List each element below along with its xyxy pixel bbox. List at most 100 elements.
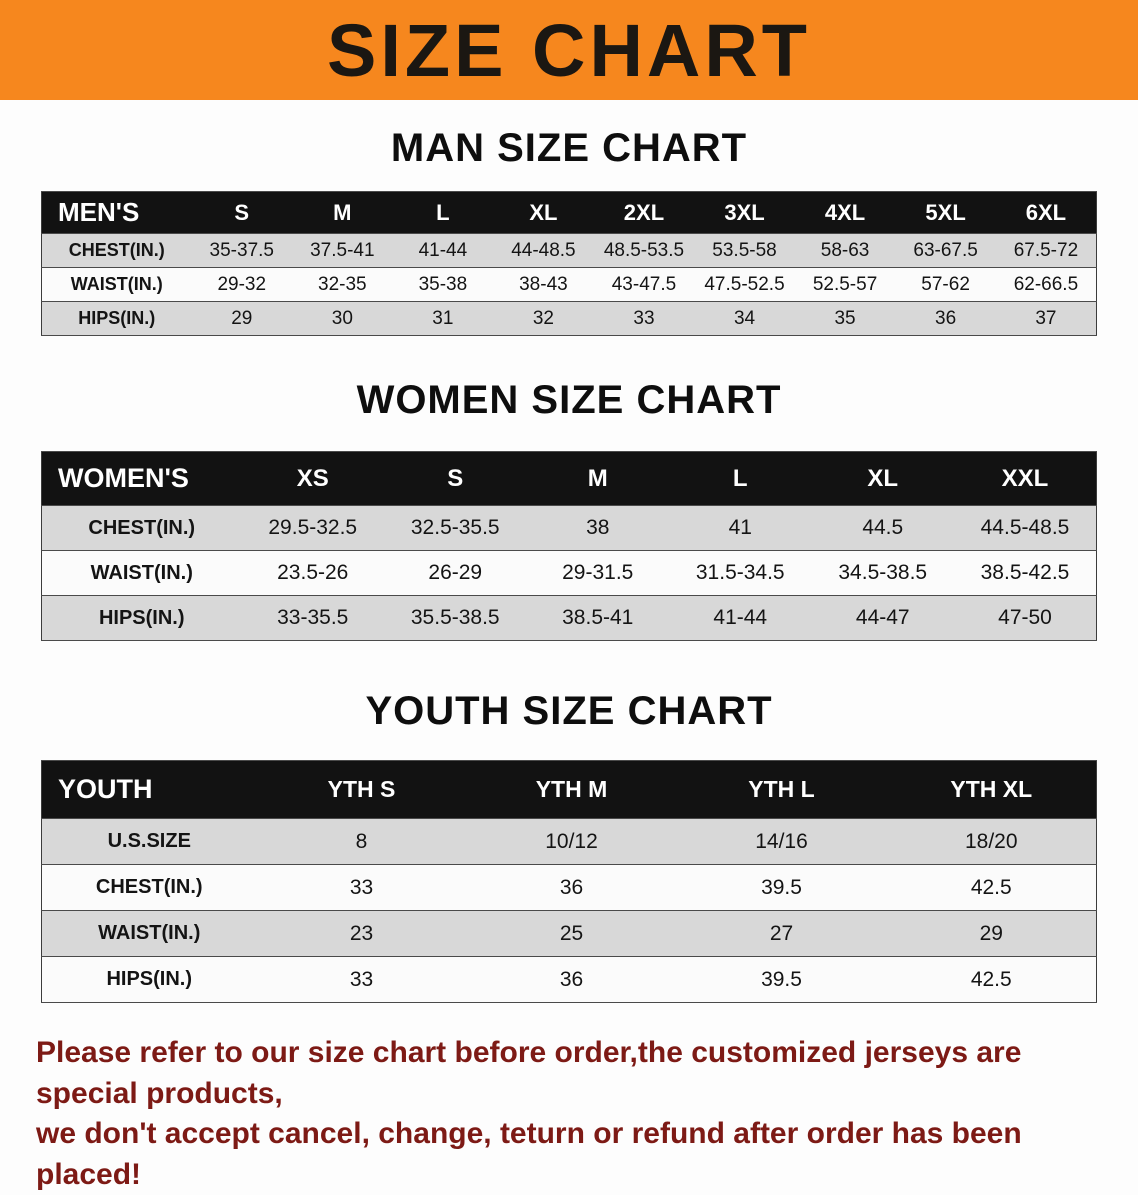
size-value-cell: 33-35.5 [241,595,384,641]
size-value-cell: 44.5-48.5 [954,505,1097,551]
size-value-cell: 44.5 [811,505,954,551]
size-value-cell: 27 [676,910,887,957]
size-value-cell: 33 [593,301,695,336]
size-value-cell: 29.5-32.5 [241,505,384,551]
youth-size-chart-section: YOUTH SIZE CHART YOUTH YTH S YTH M YTH L… [0,689,1138,1003]
notice-line-2: we don't accept cancel, change, teturn o… [36,1117,1022,1191]
column-header: YTH S [256,760,467,819]
row-label: CHEST(IN.) [41,505,242,551]
column-header: S [191,191,293,234]
row-label: U.S.SIZE [41,818,257,865]
table-row: HIPS(IN.) 33 36 39.5 42.5 [41,956,1097,1003]
notice-line-1: Please refer to our size chart before or… [36,1036,1022,1110]
size-value-cell: 8 [256,818,467,865]
women-section-title: WOMEN SIZE CHART [356,378,782,422]
size-value-cell: 58-63 [794,233,896,268]
size-value-cell: 33 [256,956,467,1003]
women-table-label: WOMEN'S [41,451,242,506]
size-value-cell: 62-66.5 [995,267,1097,302]
size-value-cell: 38 [526,505,669,551]
size-value-cell: 32 [493,301,594,336]
row-label: HIPS(IN.) [41,956,257,1003]
size-value-cell: 26-29 [384,550,527,596]
size-value-cell: 10/12 [466,818,677,865]
men-table-label: MEN'S [41,191,192,234]
women-header-row: WOMEN'S XS S M L XL XXL [41,451,1097,506]
size-value-cell: 29-31.5 [526,550,669,596]
size-value-cell: 43-47.5 [593,267,695,302]
size-value-cell: 44-48.5 [493,233,594,268]
size-value-cell: 37 [995,301,1097,336]
table-row: CHEST(IN.) 29.5-32.5 32.5-35.5 38 41 44.… [41,505,1097,551]
size-value-cell: 23 [256,910,467,957]
column-header: L [392,191,494,234]
women-size-chart-section: WOMEN SIZE CHART WOMEN'S XS S M L XL XXL… [0,378,1138,641]
row-label: WAIST(IN.) [41,267,192,302]
row-label: CHEST(IN.) [41,864,257,911]
size-value-cell: 53.5-58 [694,233,795,268]
size-value-cell: 29-32 [191,267,293,302]
size-value-cell: 14/16 [676,818,887,865]
row-label: HIPS(IN.) [41,301,192,336]
size-value-cell: 31 [392,301,494,336]
size-value-cell: 41 [669,505,812,551]
size-value-cell: 32-35 [292,267,393,302]
size-value-cell: 47-50 [954,595,1097,641]
size-value-cell: 31.5-34.5 [669,550,812,596]
column-header: 6XL [995,191,1097,234]
size-value-cell: 41-44 [392,233,494,268]
column-header: S [384,451,527,506]
table-row: CHEST(IN.) 33 36 39.5 42.5 [41,864,1097,911]
size-value-cell: 38.5-41 [526,595,669,641]
page-title: SIZE CHART [327,8,811,92]
size-value-cell: 52.5-57 [794,267,896,302]
column-header: 4XL [794,191,896,234]
men-header-row: MEN'S S M L XL 2XL 3XL 4XL 5XL 6XL [41,191,1097,234]
size-value-cell: 34 [694,301,795,336]
men-section-title: MAN SIZE CHART [390,126,748,170]
size-value-cell: 32.5-35.5 [384,505,527,551]
table-row: WAIST(IN.) 29-32 32-35 35-38 38-43 43-47… [41,267,1097,302]
size-value-cell: 35-38 [392,267,494,302]
size-value-cell: 67.5-72 [995,233,1097,268]
size-value-cell: 57-62 [895,267,996,302]
size-value-cell: 29 [191,301,293,336]
size-value-cell: 44-47 [811,595,954,641]
men-size-chart-section: MAN SIZE CHART MEN'S S M L XL 2XL 3XL 4X… [0,126,1138,336]
footer-notice: Please refer to our size chart before or… [36,1033,1102,1195]
size-value-cell: 36 [895,301,996,336]
column-header: 2XL [593,191,695,234]
youth-table-label: YOUTH [41,760,257,819]
size-value-cell: 23.5-26 [241,550,384,596]
size-value-cell: 18/20 [886,818,1097,865]
table-row: WAIST(IN.) 23 25 27 29 [41,910,1097,957]
size-value-cell: 39.5 [676,864,887,911]
column-header: 3XL [694,191,795,234]
table-row: U.S.SIZE 8 10/12 14/16 18/20 [41,818,1097,865]
size-value-cell: 36 [466,956,677,1003]
column-header: YTH L [676,760,887,819]
column-header: YTH XL [886,760,1097,819]
size-value-cell: 36 [466,864,677,911]
size-value-cell: 63-67.5 [895,233,996,268]
women-size-table: WOMEN'S XS S M L XL XXL CHEST(IN.) 29.5-… [41,451,1097,641]
youth-size-table: YOUTH YTH S YTH M YTH L YTH XL U.S.SIZE … [41,760,1097,1003]
column-header: XS [241,451,384,506]
column-header: 5XL [895,191,996,234]
size-value-cell: 33 [256,864,467,911]
size-value-cell: 35.5-38.5 [384,595,527,641]
size-value-cell: 41-44 [669,595,812,641]
youth-header-row: YOUTH YTH S YTH M YTH L YTH XL [41,760,1097,819]
table-row: HIPS(IN.) 29 30 31 32 33 34 35 36 37 [41,301,1097,336]
youth-section-title: YOUTH SIZE CHART [365,689,773,733]
size-value-cell: 47.5-52.5 [694,267,795,302]
size-value-cell: 35 [794,301,896,336]
column-header: M [526,451,669,506]
banner: SIZE CHART [0,0,1138,100]
size-value-cell: 42.5 [886,956,1097,1003]
size-value-cell: 38-43 [493,267,594,302]
size-value-cell: 34.5-38.5 [811,550,954,596]
size-value-cell: 30 [292,301,393,336]
size-value-cell: 29 [886,910,1097,957]
